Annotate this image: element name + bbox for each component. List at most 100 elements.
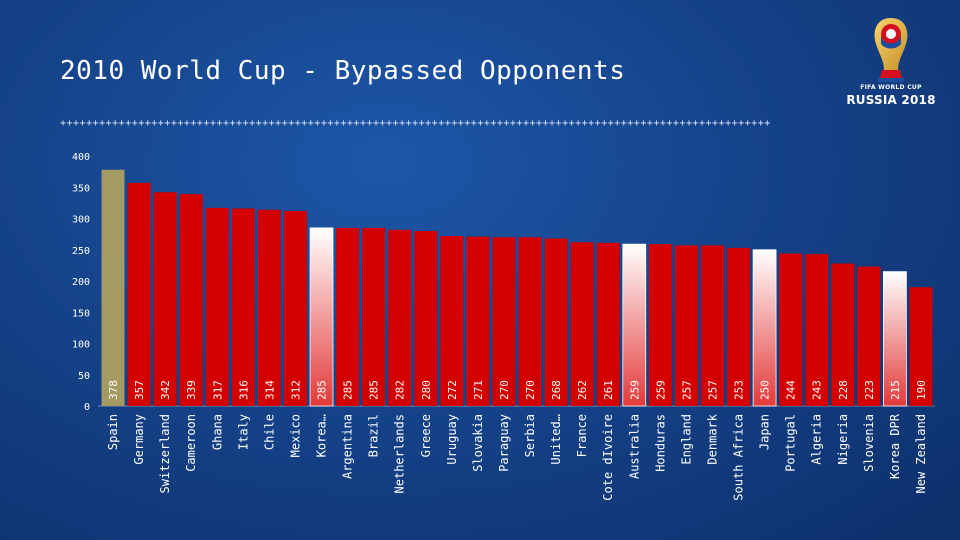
- bar-value-label: 270: [498, 380, 511, 400]
- bar-value-label: 223: [863, 380, 876, 400]
- x-tick-label: Korea…: [315, 414, 329, 457]
- y-tick-label: 250: [72, 246, 90, 257]
- title-divider: ++++++++++++++++++++++++++++++++++++++++…: [60, 118, 771, 129]
- bar-4: [205, 207, 229, 407]
- bar-value-label: 259: [654, 380, 667, 400]
- x-tick-label: Paraguay: [497, 414, 511, 472]
- bar-value-label: 243: [811, 380, 824, 400]
- bar-23: [701, 245, 724, 407]
- bar-value-label: 272: [446, 380, 459, 400]
- bar-25: [752, 249, 777, 407]
- x-tick-label: Netherlands: [393, 414, 407, 493]
- bar-11: [388, 229, 412, 406]
- bar-10: [362, 227, 386, 407]
- bar-6: [257, 209, 281, 406]
- bar-7: [284, 211, 307, 406]
- x-tick-label: Slovakia: [471, 414, 485, 472]
- bar-value-label: 270: [524, 380, 537, 400]
- x-tick-label: Australia: [627, 414, 641, 479]
- x-tick-label: France: [575, 414, 589, 457]
- slide-title: 2010 World Cup - Bypassed Opponents: [60, 56, 626, 86]
- bar-value-label: 282: [394, 380, 407, 400]
- bar-22: [674, 245, 698, 407]
- x-tick-label: Cote dIvoire: [601, 414, 615, 501]
- bar-9: [336, 227, 360, 407]
- bar-value-label: 250: [759, 380, 772, 400]
- bar-value-label: 190: [915, 380, 928, 400]
- x-tick-label: Nigeria: [836, 414, 850, 465]
- x-tick-label: Japan: [758, 414, 772, 450]
- bar-8: [309, 227, 334, 407]
- y-tick-label: 50: [78, 371, 90, 382]
- logo-text-russia: RUSSIA 2018: [846, 93, 936, 107]
- bar-value-label: 271: [472, 380, 485, 400]
- x-tick-label: Korea DPR: [888, 413, 902, 479]
- x-tick-label: Italy: [236, 414, 250, 450]
- x-tick-label: Germany: [132, 414, 146, 465]
- bar-value-label: 244: [785, 380, 798, 400]
- bar-21: [648, 244, 672, 407]
- y-axis: 0 50 100 150 200 250 300 350 400: [72, 152, 90, 413]
- world-cup-trophy-icon: [874, 18, 908, 82]
- bar-24: [727, 247, 750, 407]
- bar-1: [127, 182, 151, 407]
- bar-15: [492, 237, 516, 406]
- bar-28: [831, 263, 855, 406]
- x-tick-label: New Zealand: [914, 414, 928, 493]
- bar-value-label: 257: [706, 380, 719, 400]
- y-tick-label: 0: [84, 402, 90, 413]
- bar-5: [231, 208, 255, 406]
- bar-value-label: 261: [602, 380, 615, 400]
- x-tick-label: Uruguay: [445, 414, 459, 465]
- x-tick-label: Honduras: [653, 414, 667, 472]
- bar-19: [596, 242, 620, 407]
- bar-29: [857, 266, 881, 407]
- x-tick-label: Ghana: [210, 414, 224, 450]
- bar-value-label: 215: [889, 380, 902, 400]
- y-tick-label: 350: [72, 183, 90, 194]
- bar-12: [414, 231, 438, 406]
- bar-2: [153, 192, 177, 406]
- bar-value-label: 378: [107, 380, 120, 400]
- x-tick-label: Chile: [262, 414, 276, 450]
- x-tick-label: South Africa: [732, 414, 746, 501]
- x-tick-label: Argentina: [341, 414, 355, 479]
- bar-value-label: 314: [263, 380, 276, 400]
- bar-value-label: 280: [420, 380, 433, 400]
- x-tick-label: Spain: [106, 414, 120, 450]
- bar-value-label: 259: [628, 380, 641, 400]
- bar-value-label: 257: [680, 380, 693, 400]
- y-tick-label: 100: [72, 340, 90, 351]
- bar-value-label: 312: [289, 380, 302, 400]
- x-tick-label: Brazil: [367, 414, 381, 457]
- bar-17: [544, 238, 568, 406]
- bar-value-label: 316: [237, 380, 250, 400]
- bar-14: [466, 236, 490, 407]
- bar-value-label: 285: [342, 380, 355, 400]
- bar-30: [883, 271, 907, 407]
- x-tick-label: Serbia: [523, 414, 537, 457]
- y-tick-label: 150: [72, 308, 90, 319]
- x-tick-label: Portugal: [784, 414, 798, 472]
- bar-value-label: 253: [733, 380, 746, 400]
- bar-value-label: 285: [368, 380, 381, 400]
- bars: 378 Spain 357 Germany 342 Switzerland 339 Camer…: [101, 169, 933, 501]
- bar-value-label: 339: [185, 380, 198, 400]
- bar-chart: 0 50 100 150 200 250 300 350 400 378 Spain 357 Germ…: [72, 152, 935, 501]
- y-tick-label: 300: [72, 215, 90, 226]
- x-tick-label: Mexico: [288, 414, 302, 457]
- bar-0: [101, 169, 125, 406]
- bar-3: [179, 194, 203, 407]
- x-tick-label: England: [679, 414, 693, 465]
- bar-value-label: 342: [159, 380, 172, 400]
- bar-value-label: 357: [133, 380, 146, 400]
- bar-value-label: 268: [550, 380, 563, 400]
- x-tick-label: Switzerland: [158, 414, 172, 493]
- x-tick-label: Slovenia: [862, 414, 876, 472]
- bar-27: [805, 254, 829, 407]
- logo-text-fifa: FIFA WORLD CUP: [860, 84, 922, 91]
- bar-18: [570, 242, 594, 406]
- bar-value-label: 228: [837, 380, 850, 400]
- bar-value-label: 262: [576, 380, 589, 400]
- x-tick-label: United…: [549, 414, 563, 465]
